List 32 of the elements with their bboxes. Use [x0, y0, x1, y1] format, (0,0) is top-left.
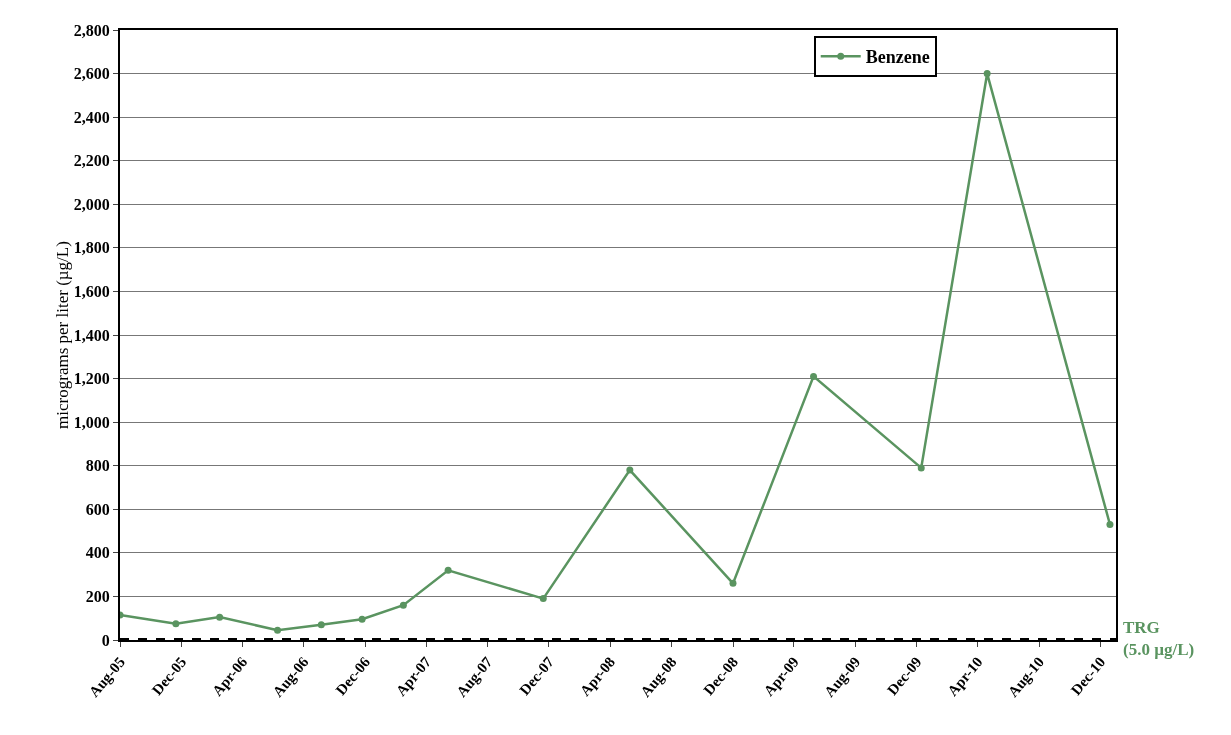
point [358, 615, 366, 623]
point [172, 620, 180, 628]
y-tick-label: 2,000 [73, 195, 110, 213]
y-tick-label: 1,800 [73, 239, 110, 257]
ref-line-label: TRG (5.0 µg/L) [1123, 618, 1195, 660]
point [626, 466, 634, 474]
y-tick-label: 1,400 [73, 326, 110, 344]
y-tick-label: 1,000 [73, 413, 110, 431]
point [216, 613, 224, 621]
y-tick-label: 200 [85, 588, 110, 606]
point [444, 566, 452, 574]
y-tick-label: 1,200 [73, 370, 110, 388]
point [317, 621, 325, 629]
y-tick-label: 400 [85, 544, 110, 562]
y-tick-label: 800 [85, 457, 110, 475]
point [810, 372, 818, 380]
y-axis-title: micrograms per liter (µg/L) [52, 241, 72, 429]
point [983, 70, 991, 78]
point [274, 626, 282, 634]
point [1106, 521, 1114, 529]
y-tick-label: 600 [85, 500, 110, 518]
point [729, 579, 737, 587]
y-tick-label: 2,800 [73, 21, 110, 39]
legend-label: Benzene [865, 47, 930, 68]
y-tick-label: 0 [101, 631, 110, 649]
y-tick-label: 2,600 [73, 65, 110, 83]
y-tick-label: 2,200 [73, 152, 110, 170]
point [399, 601, 407, 609]
y-tick-label: 1,600 [73, 283, 110, 301]
point [917, 464, 925, 472]
y-tick-label: 2,400 [73, 108, 110, 126]
point [539, 595, 547, 603]
